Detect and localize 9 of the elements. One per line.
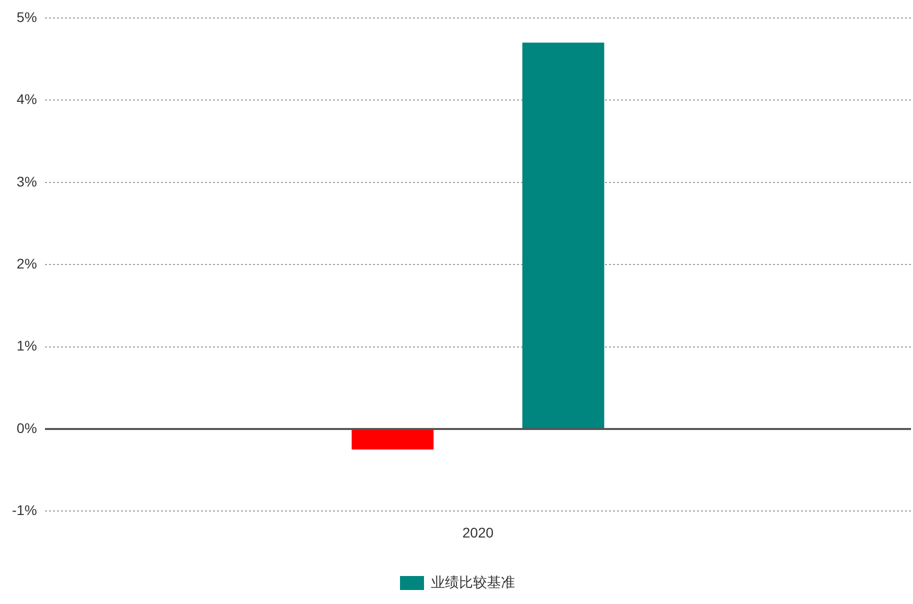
y-tick-label: -1% xyxy=(12,502,37,518)
y-tick-label: 2% xyxy=(16,255,37,272)
x-tick-label: 2020 xyxy=(462,524,494,540)
y-tick-label: 3% xyxy=(16,173,37,190)
y-tick-label: 0% xyxy=(16,420,37,436)
y-tick-label: 4% xyxy=(16,91,37,108)
legend-label: 业绩比较基准 xyxy=(431,574,515,590)
y-tick-label: 1% xyxy=(16,338,37,354)
y-tick-label: 5% xyxy=(16,8,37,25)
